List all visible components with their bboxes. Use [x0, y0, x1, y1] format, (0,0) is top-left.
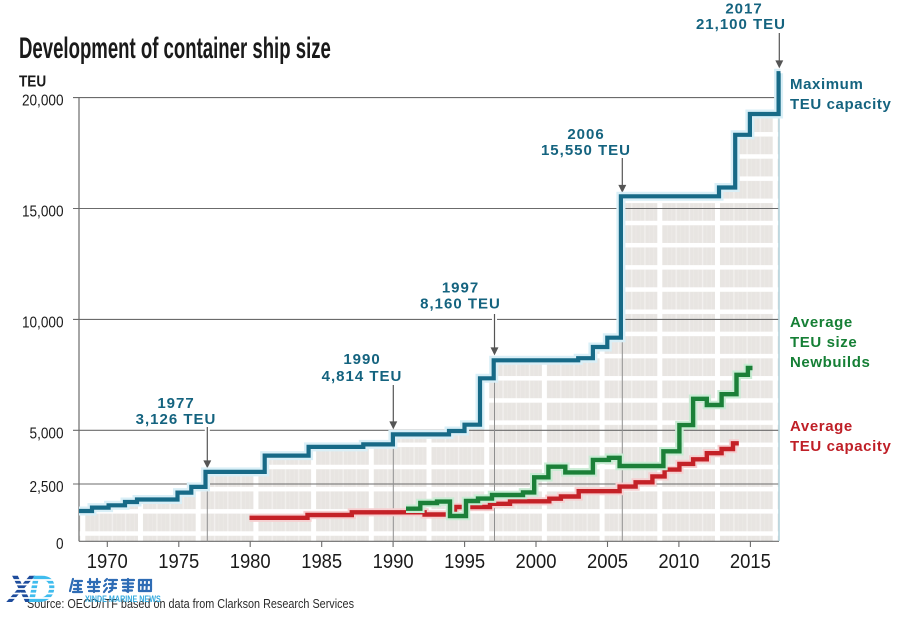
- svg-text:TEU: TEU: [19, 74, 46, 91]
- svg-text:1985: 1985: [301, 550, 342, 573]
- svg-text:Average: Average: [790, 314, 853, 331]
- svg-text:XINDE MARINE NEWS: XINDE MARINE NEWS: [85, 594, 161, 604]
- svg-text:1980: 1980: [230, 550, 271, 573]
- svg-text:1990: 1990: [343, 351, 380, 368]
- svg-text:Development of container ship: Development of container ship size: [19, 32, 331, 66]
- svg-text:20,000: 20,000: [22, 93, 64, 110]
- svg-text:1977: 1977: [157, 395, 194, 412]
- svg-text:2005: 2005: [587, 550, 628, 573]
- svg-text:0: 0: [56, 536, 64, 553]
- svg-text:10,000: 10,000: [22, 315, 64, 332]
- svg-text:21,100 TEU: 21,100 TEU: [696, 16, 786, 33]
- svg-text:TEU capacity: TEU capacity: [790, 96, 891, 113]
- svg-text:15,000: 15,000: [22, 204, 64, 221]
- svg-text:8,160 TEU: 8,160 TEU: [420, 296, 501, 313]
- svg-text:X: X: [6, 569, 36, 611]
- svg-text:1997: 1997: [442, 280, 479, 297]
- svg-text:D: D: [28, 569, 55, 611]
- svg-text:Newbuilds: Newbuilds: [790, 354, 870, 371]
- svg-text:1990: 1990: [373, 550, 414, 573]
- svg-text:2,500: 2,500: [30, 479, 64, 496]
- svg-text:1970: 1970: [87, 550, 128, 573]
- svg-text:2000: 2000: [516, 550, 557, 573]
- svg-text:TEU capacity: TEU capacity: [790, 438, 891, 455]
- svg-text:Source: OECD/ITF based on data: Source: OECD/ITF based on data from Clar…: [27, 596, 354, 611]
- svg-text:4,814 TEU: 4,814 TEU: [322, 368, 403, 385]
- svg-text:Maximum: Maximum: [790, 76, 863, 93]
- svg-text:1975: 1975: [158, 550, 199, 573]
- svg-text:TEU size: TEU size: [790, 334, 857, 351]
- svg-text:Average: Average: [790, 418, 853, 435]
- svg-text:15,550 TEU: 15,550 TEU: [541, 142, 631, 159]
- svg-text:2017: 2017: [725, 1, 762, 18]
- svg-text:5,000: 5,000: [30, 426, 64, 443]
- svg-text:2006: 2006: [567, 126, 604, 143]
- svg-text:1995: 1995: [444, 550, 485, 573]
- svg-text:2015: 2015: [730, 550, 771, 573]
- svg-text:3,126 TEU: 3,126 TEU: [136, 411, 217, 428]
- svg-text:2010: 2010: [658, 550, 699, 573]
